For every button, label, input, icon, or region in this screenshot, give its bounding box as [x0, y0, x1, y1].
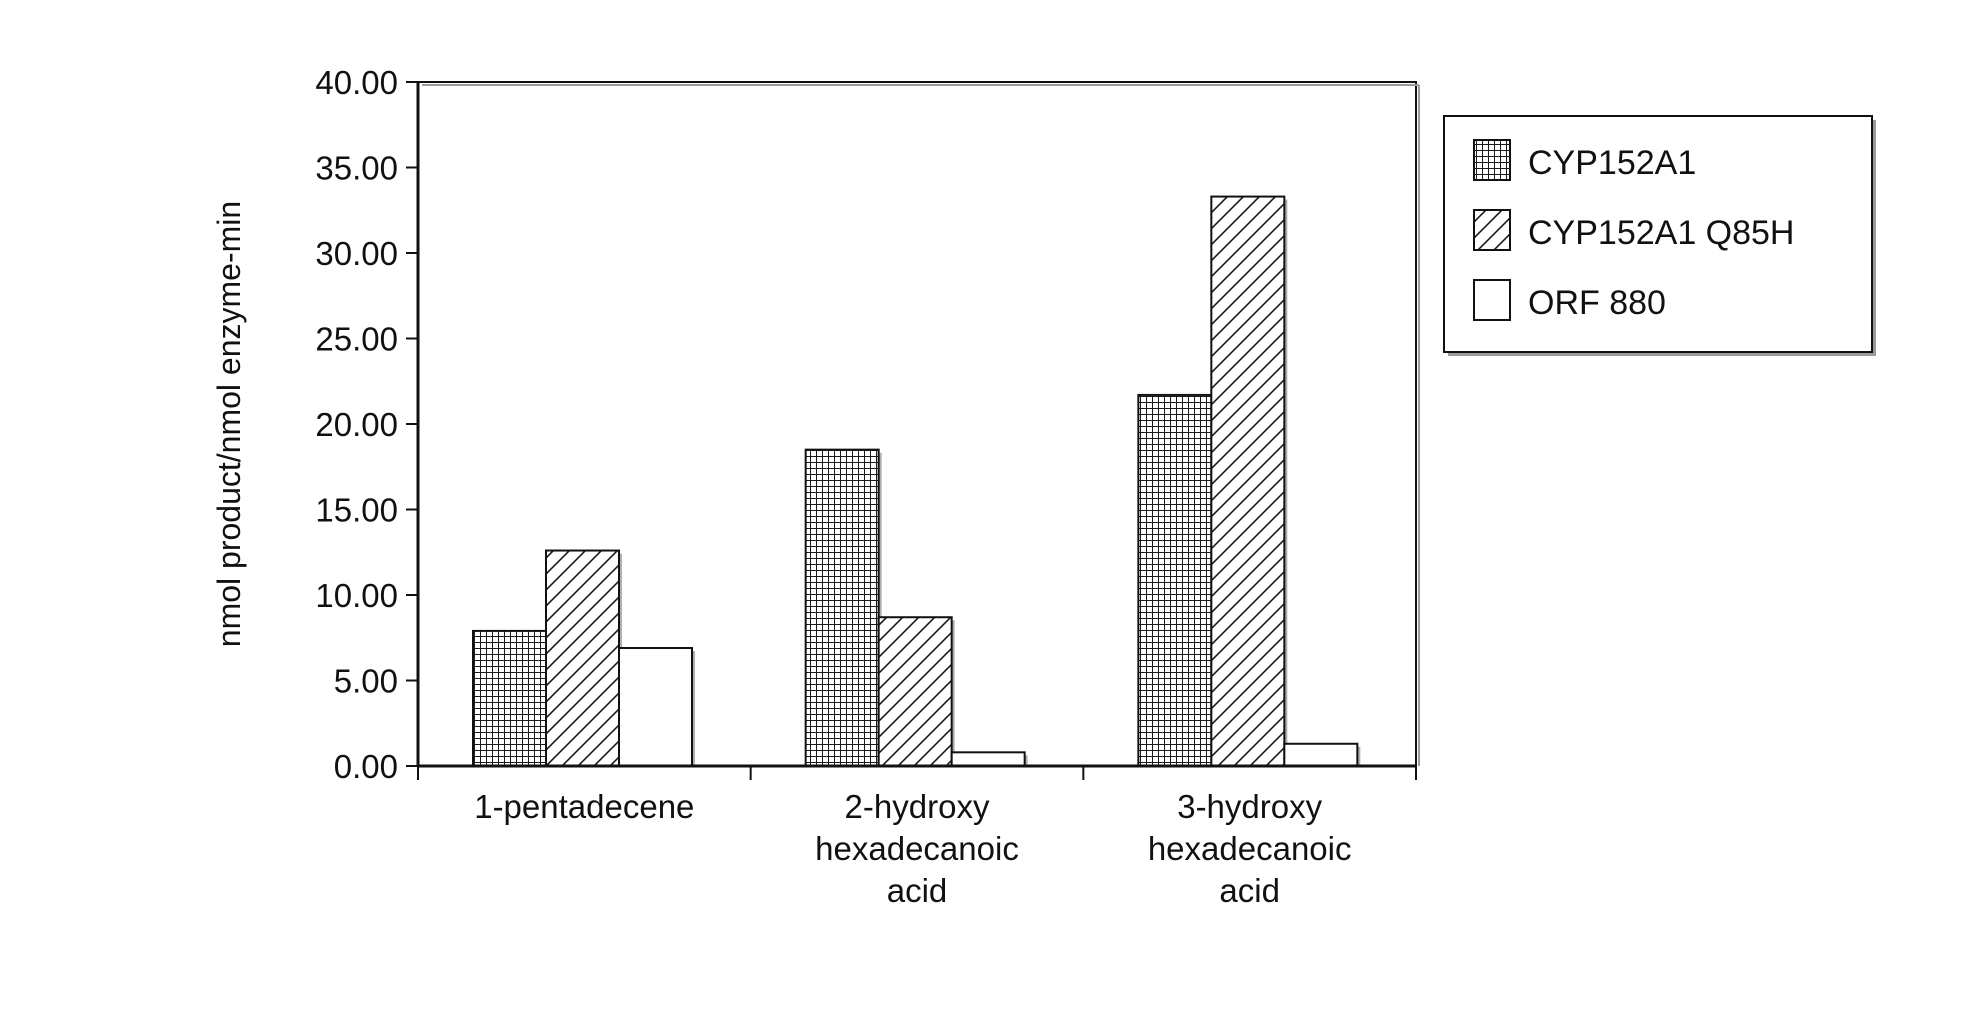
axis-group: 0.00 5.00 10.00 15.00 20.00 25.00 30.00 35.00 40…	[211, 64, 1417, 909]
y-tick-label: 15.00	[315, 492, 398, 529]
legend-label: CYP152A1 Q85H	[1528, 214, 1795, 252]
bar-cyp152a1-q85h-1	[877, 616, 953, 767]
bar-cyp152a1-q85h-0	[545, 549, 620, 767]
y-tick-label: 25.00	[315, 321, 398, 358]
legend-label: ORF 880	[1528, 284, 1666, 322]
x-category-label: acid	[887, 872, 948, 909]
y-tick-label: 10.00	[315, 577, 398, 614]
bar-orf-880-1	[950, 751, 1026, 768]
bar-orf-880-2	[1283, 742, 1359, 768]
x-category-label: acid	[1219, 872, 1280, 909]
legend-label: CYP152A1	[1528, 144, 1696, 182]
x-category-label: 2-hydroxy	[845, 788, 990, 825]
bars-group	[472, 195, 1361, 768]
bar-cyp152a1-2	[1137, 393, 1213, 767]
y-tick-label: 35.00	[315, 150, 398, 187]
y-tick-label: 0.00	[334, 748, 398, 785]
legend: CYP152A1 CYP152A1 Q85H ORF 880	[1443, 115, 1876, 356]
bar-cyp152a1-0	[472, 629, 547, 767]
x-category-label: 3-hydroxy	[1177, 788, 1322, 825]
legend-swatch	[1473, 139, 1511, 181]
bar-cyp152a1-q85h-2	[1210, 195, 1286, 767]
y-tick-label: 40.00	[315, 64, 398, 101]
y-tick-label: 30.00	[315, 235, 398, 272]
y-tick-label: 5.00	[334, 663, 398, 700]
bar-cyp152a1-1	[804, 448, 880, 767]
legend-swatch	[1473, 279, 1511, 321]
y-tick-label: 20.00	[315, 406, 398, 443]
bar-orf-880-0	[618, 647, 693, 768]
x-category-label: 1-pentadecene	[474, 788, 694, 825]
x-category-label: hexadecanoic	[815, 830, 1019, 867]
legend-swatch	[1473, 209, 1511, 251]
x-category-label: hexadecanoic	[1148, 830, 1352, 867]
y-axis-title: nmol product/nmol enzyme-min	[211, 201, 247, 647]
legend-box	[1443, 115, 1873, 353]
